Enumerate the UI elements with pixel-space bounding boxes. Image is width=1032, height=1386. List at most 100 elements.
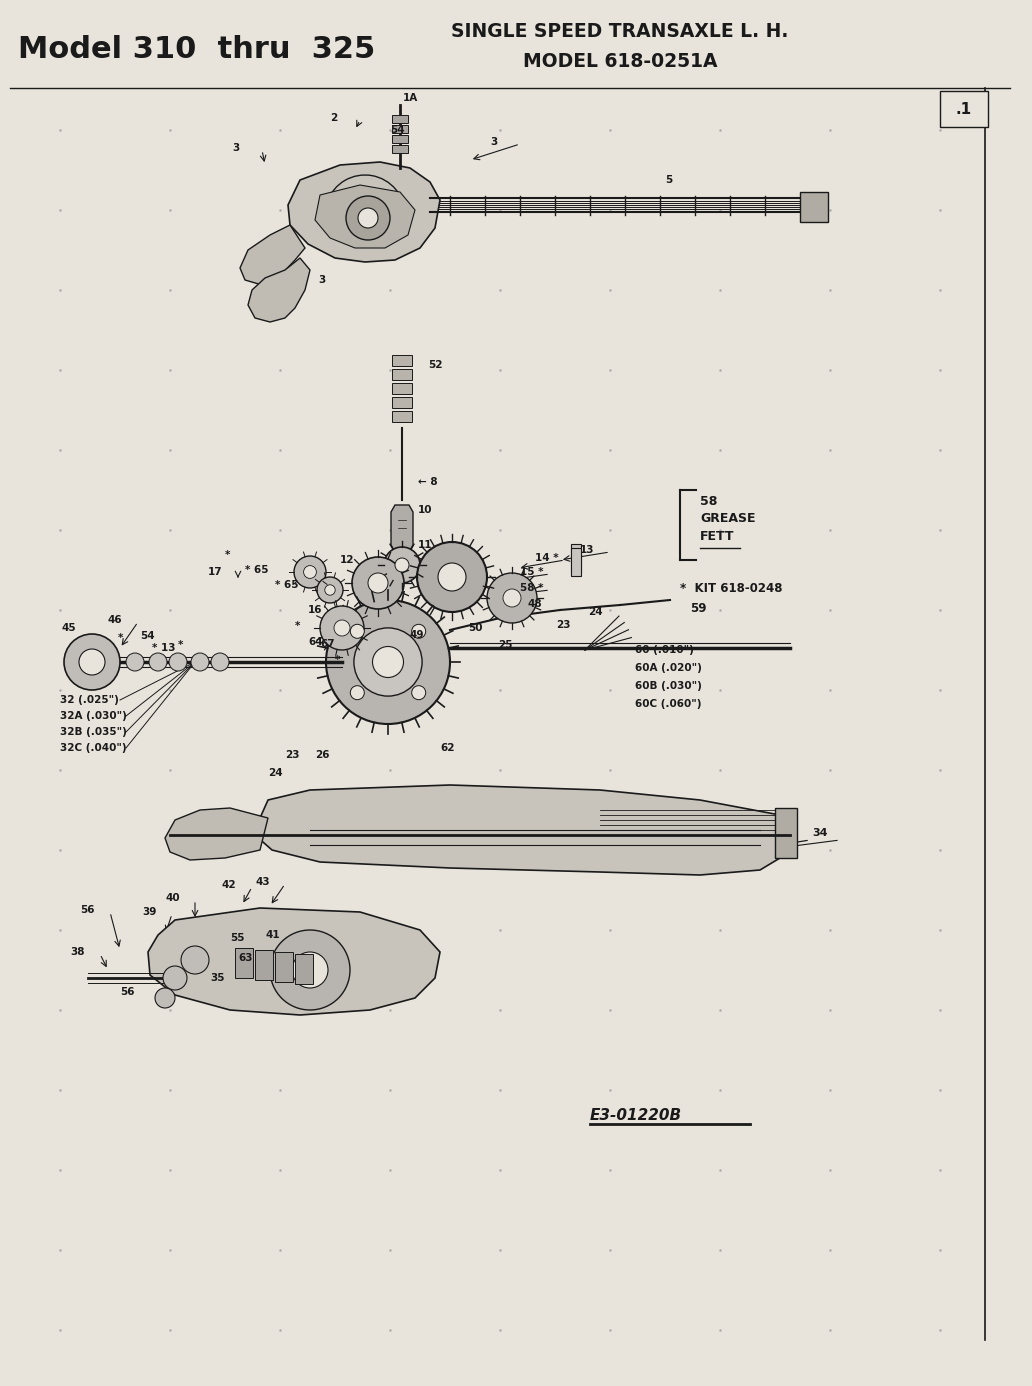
Polygon shape — [315, 184, 415, 248]
Text: 2: 2 — [330, 114, 337, 123]
Text: MODEL 618-0251A: MODEL 618-0251A — [523, 53, 717, 71]
Text: 64: 64 — [308, 638, 323, 647]
Text: 48: 48 — [528, 599, 543, 608]
Circle shape — [191, 653, 209, 671]
Text: 23: 23 — [556, 620, 571, 631]
Circle shape — [79, 649, 105, 675]
Circle shape — [358, 208, 378, 229]
Text: 58: 58 — [700, 495, 717, 509]
Text: *: * — [178, 640, 184, 650]
Text: 63: 63 — [238, 954, 253, 963]
Text: 52: 52 — [428, 360, 443, 370]
Text: *: * — [295, 621, 300, 631]
Text: .1: .1 — [956, 101, 972, 116]
Text: E3-01220B: E3-01220B — [590, 1107, 682, 1123]
Bar — [392, 125, 408, 133]
Circle shape — [126, 653, 144, 671]
Text: 34: 34 — [812, 827, 828, 839]
Text: 3: 3 — [490, 137, 497, 147]
Text: 60A (.020"): 60A (.020") — [635, 663, 702, 674]
Text: *  KIT 618-0248: * KIT 618-0248 — [680, 582, 782, 595]
Text: 32 (.025"): 32 (.025") — [60, 694, 119, 705]
Text: 35: 35 — [209, 973, 225, 983]
Text: 62: 62 — [440, 743, 454, 753]
Circle shape — [368, 572, 388, 593]
Text: * 65: * 65 — [245, 565, 268, 575]
Circle shape — [350, 686, 364, 700]
Circle shape — [412, 686, 425, 700]
Text: SINGLE SPEED TRANSAXLE L. H.: SINGLE SPEED TRANSAXLE L. H. — [451, 22, 788, 42]
Circle shape — [503, 589, 521, 607]
Circle shape — [487, 572, 537, 622]
Text: 3: 3 — [318, 274, 325, 286]
Text: 25: 25 — [498, 640, 513, 650]
Circle shape — [438, 563, 466, 590]
Bar — [940, 91, 988, 128]
Bar — [775, 808, 797, 858]
Text: 32B (.035"): 32B (.035") — [60, 728, 127, 737]
Text: 17: 17 — [208, 567, 223, 577]
Text: 26: 26 — [315, 750, 329, 760]
Circle shape — [412, 624, 425, 639]
Text: *: * — [225, 550, 230, 560]
Polygon shape — [165, 808, 268, 859]
Text: 14 *: 14 * — [535, 553, 558, 563]
Bar — [392, 369, 412, 380]
Text: 13: 13 — [580, 545, 594, 554]
Circle shape — [346, 195, 390, 240]
Text: 16: 16 — [308, 606, 322, 615]
Text: GREASE: GREASE — [700, 511, 755, 525]
Text: *: * — [118, 633, 124, 643]
Text: 5: 5 — [665, 175, 672, 184]
Text: 24: 24 — [268, 768, 283, 778]
Text: ← 8: ← 8 — [418, 477, 438, 486]
Circle shape — [155, 988, 175, 1008]
Circle shape — [352, 557, 404, 608]
Text: 56: 56 — [80, 905, 95, 915]
Polygon shape — [571, 547, 581, 577]
Text: 1A: 1A — [404, 93, 418, 103]
Bar — [275, 952, 293, 983]
Text: * 13: * 13 — [152, 643, 175, 653]
Text: 39: 39 — [142, 906, 157, 918]
Text: 38: 38 — [70, 947, 85, 956]
Text: 41: 41 — [265, 930, 280, 940]
Circle shape — [326, 600, 450, 723]
Bar — [235, 948, 253, 979]
Circle shape — [334, 620, 350, 636]
Polygon shape — [255, 784, 791, 875]
Circle shape — [163, 966, 187, 990]
Circle shape — [417, 542, 487, 613]
Text: 50: 50 — [467, 622, 483, 633]
Text: 55: 55 — [230, 933, 245, 942]
Text: 24: 24 — [588, 607, 603, 617]
Text: FETT: FETT — [700, 529, 735, 543]
Circle shape — [292, 952, 328, 988]
Text: 10: 10 — [418, 505, 432, 516]
Text: 11: 11 — [418, 541, 432, 550]
Circle shape — [64, 633, 120, 690]
Polygon shape — [248, 258, 310, 322]
Text: 60C (.060"): 60C (.060") — [635, 699, 702, 710]
Text: 58 *: 58 * — [520, 584, 544, 593]
Bar — [392, 396, 412, 407]
Text: 42: 42 — [222, 880, 236, 890]
Circle shape — [384, 547, 420, 584]
Text: Model 310  thru  325: Model 310 thru 325 — [18, 35, 376, 64]
Bar — [295, 954, 313, 984]
Text: 54: 54 — [140, 631, 155, 640]
Circle shape — [270, 930, 350, 1010]
Circle shape — [395, 559, 409, 572]
Circle shape — [303, 565, 317, 578]
Circle shape — [181, 947, 209, 974]
Text: 32C (.040"): 32C (.040") — [60, 743, 127, 753]
Polygon shape — [240, 225, 305, 286]
Circle shape — [211, 653, 229, 671]
Text: 12: 12 — [340, 554, 355, 565]
Text: 56: 56 — [120, 987, 134, 997]
Text: * 65: * 65 — [275, 579, 298, 590]
Circle shape — [354, 628, 422, 696]
Circle shape — [320, 606, 364, 650]
Circle shape — [149, 653, 167, 671]
Text: 60B (.030"): 60B (.030") — [635, 681, 702, 692]
